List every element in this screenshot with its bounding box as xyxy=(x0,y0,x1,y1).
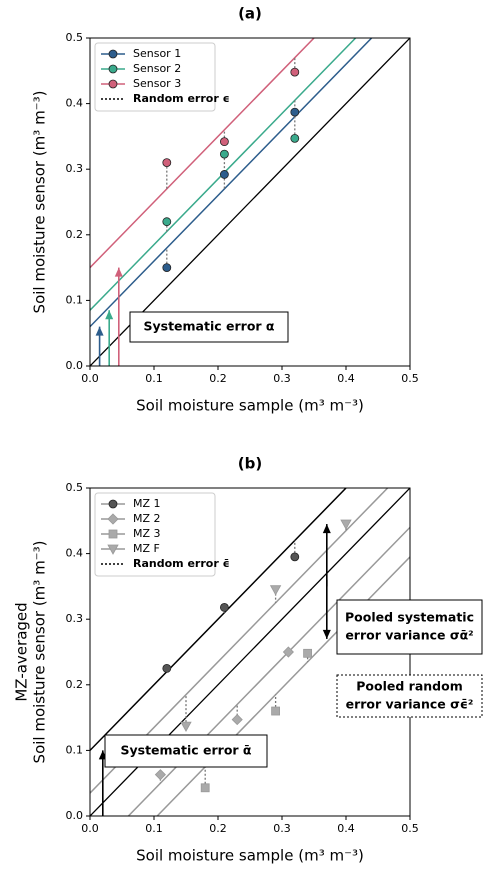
one-to-one-line xyxy=(90,38,410,366)
legend-label: Sensor 1 xyxy=(133,47,181,60)
marker xyxy=(162,664,172,673)
marker xyxy=(271,706,281,716)
y-tick-label: 0.3 xyxy=(66,162,84,175)
marker xyxy=(219,149,229,159)
legend-label: MZ 1 xyxy=(133,497,161,510)
x-tick-label: 0.0 xyxy=(81,822,99,835)
legend-label: Random error ϵ̄ xyxy=(133,557,230,570)
marker xyxy=(290,67,300,77)
annotation: Pooled random xyxy=(356,679,462,694)
marker xyxy=(340,519,352,530)
x-axis-label: Soil moisture sample (m³ m⁻³) xyxy=(136,847,364,865)
legend-label: MZ 3 xyxy=(133,527,161,540)
y-axis-label: Soil moisture sensor (m³ m⁻³) xyxy=(31,541,49,764)
x-tick-label: 0.3 xyxy=(273,372,291,385)
y-tick-label: 0.1 xyxy=(66,743,84,756)
marker xyxy=(108,499,118,509)
marker xyxy=(180,721,192,732)
panel: (a) Soil moisture sample (m³ m⁻³) Soil moi… xyxy=(31,5,419,415)
plot-area xyxy=(90,38,410,366)
marker xyxy=(107,544,119,555)
variance-arrow-head xyxy=(322,629,331,639)
y-tick-label: 0.2 xyxy=(66,228,84,241)
marker xyxy=(108,79,118,89)
y-tick-label: 0.1 xyxy=(66,293,84,306)
annotation: Systematic error ᾱ xyxy=(120,743,251,758)
marker xyxy=(162,263,172,273)
x-tick-label: 0.4 xyxy=(337,822,355,835)
y-axis-label: Soil moisture sensor (m³ m⁻³) xyxy=(31,91,49,314)
marker xyxy=(290,552,300,562)
legend-label: MZ 2 xyxy=(133,512,161,525)
marker xyxy=(219,170,229,179)
y-tick-label: 0.5 xyxy=(66,481,84,494)
marker xyxy=(162,158,172,168)
fit-line xyxy=(90,38,373,328)
x-tick-label: 0.2 xyxy=(209,822,227,835)
fit-line xyxy=(90,488,348,751)
y-tick-label: 0.2 xyxy=(66,678,84,691)
marker xyxy=(200,783,210,793)
y-tick-label: 0.5 xyxy=(66,31,84,44)
annotation: error variance σϵ̄² xyxy=(346,697,474,712)
fit-line xyxy=(90,38,316,269)
intercept-arrow-head xyxy=(114,267,123,277)
panel: (b) Soil moisture sample (m³ m⁻³) MZ-avera… xyxy=(13,455,483,865)
marker xyxy=(231,714,243,726)
intercept-arrow-head xyxy=(95,326,104,336)
chart-title: (a) xyxy=(238,5,262,23)
x-tick-label: 0.3 xyxy=(273,822,291,835)
annotation-box xyxy=(336,674,483,718)
legend-label: Sensor 3 xyxy=(133,77,181,90)
x-tick-label: 0.1 xyxy=(145,372,163,385)
annotation-box xyxy=(129,311,289,343)
y-tick-label: 0.0 xyxy=(66,809,84,822)
x-tick-label: 0.4 xyxy=(337,372,355,385)
y-tick-label: 0.3 xyxy=(66,612,84,625)
marker xyxy=(162,217,172,227)
marker xyxy=(269,585,282,596)
legend-label: MZ F xyxy=(133,542,160,555)
fit-line xyxy=(127,526,410,816)
legend-box xyxy=(94,492,216,577)
annotation: error variance σᾱ² xyxy=(345,628,473,643)
x-axis-label: Soil moisture sample (m³ m⁻³) xyxy=(136,397,364,415)
marker xyxy=(282,646,294,658)
x-tick-label: 0.5 xyxy=(401,822,419,835)
annotation: Pooled systematic xyxy=(345,610,474,625)
x-tick-label: 0.0 xyxy=(81,372,99,385)
chart-title: (b) xyxy=(238,455,262,473)
annotation-box xyxy=(336,599,483,655)
legend-box xyxy=(94,42,216,112)
marker xyxy=(108,529,118,539)
y-tick-label: 0.4 xyxy=(66,97,84,110)
annotation: Systematic error α xyxy=(143,319,274,334)
marker xyxy=(290,107,300,117)
fit-line xyxy=(90,38,357,311)
marker xyxy=(107,513,119,525)
annotation-box xyxy=(104,734,268,768)
variance-arrow-head xyxy=(322,524,331,534)
marker xyxy=(303,648,313,658)
legend-label: Sensor 2 xyxy=(133,62,181,75)
marker xyxy=(219,602,229,612)
x-tick-label: 0.1 xyxy=(145,822,163,835)
y-tick-label: 0.0 xyxy=(66,359,84,372)
y-tick-label: 0.4 xyxy=(66,547,84,560)
y-axis-label: MZ-averaged xyxy=(13,602,31,701)
x-tick-label: 0.2 xyxy=(209,372,227,385)
marker xyxy=(290,133,300,143)
marker xyxy=(108,49,118,59)
marker xyxy=(108,64,118,74)
marker xyxy=(154,769,166,781)
plot-frame xyxy=(89,37,411,367)
marker xyxy=(219,137,229,147)
legend-label: Random error ϵ xyxy=(133,92,230,105)
intercept-arrow-head xyxy=(105,310,114,320)
x-tick-label: 0.5 xyxy=(401,372,419,385)
